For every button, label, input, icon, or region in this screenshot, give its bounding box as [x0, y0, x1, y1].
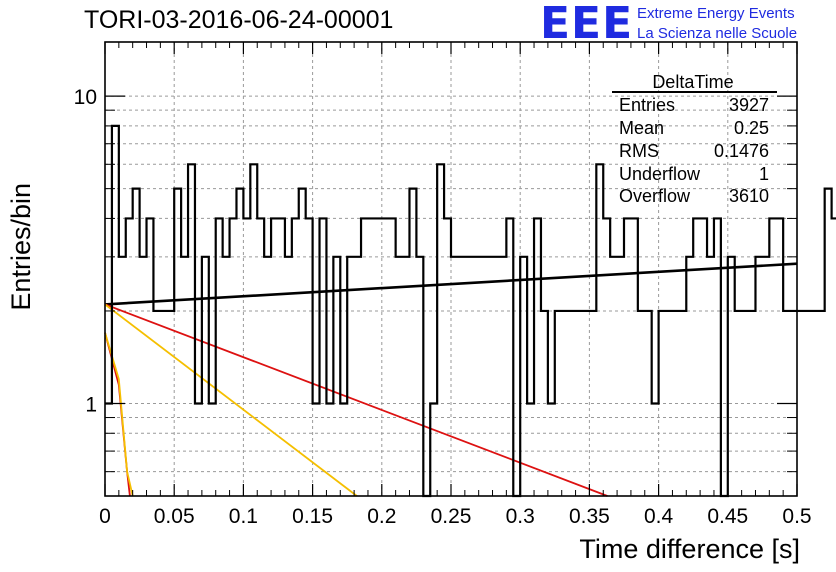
- x-tick-label: 0.4: [644, 505, 674, 528]
- x-tick-label: 0.45: [707, 505, 748, 528]
- x-tick-label: 0.2: [367, 505, 396, 528]
- x-tick-label: 0.25: [431, 505, 472, 528]
- stats-value-mean: 0.25: [734, 118, 769, 138]
- histogram-line: [105, 124, 836, 498]
- x-tick-label: 0.15: [292, 505, 333, 528]
- y-tick-labels: 1 10: [74, 86, 97, 416]
- x-tick-label: 0.05: [154, 505, 195, 528]
- eee-logo-letters: EEE: [540, 0, 634, 49]
- logo-subtitle-line2: La Scienza nelle Scuole: [637, 25, 798, 42]
- y-tick-label: 10: [74, 86, 97, 109]
- x-tick-label: 0.35: [569, 505, 610, 528]
- x-tick-labels: 0 0.05 0.1 0.15 0.2 0.25 0.3 0.35 0.4 0.45 0.5: [99, 505, 811, 528]
- stats-label-overflow: Overflow: [619, 186, 691, 206]
- y-tick-label: 1: [85, 393, 97, 416]
- fit-curve-1: [104, 262, 798, 306]
- stats-label-rms: RMS: [619, 141, 659, 161]
- x-tick-label: 0: [99, 505, 111, 528]
- chart-title: TORI-03-2016-06-24-00001: [84, 6, 394, 34]
- stats-label-entries: Entries: [619, 95, 675, 115]
- stats-label-underflow: Underflow: [619, 164, 701, 184]
- stats-label-mean: Mean: [619, 118, 664, 138]
- x-tick-label: 0.5: [782, 505, 811, 528]
- stats-value-rms: 0.1476: [714, 141, 769, 161]
- x-axis-label: Time difference [s]: [579, 534, 800, 564]
- stats-box-name: DeltaTime: [652, 72, 733, 92]
- stats-value-overflow: 3610: [729, 186, 769, 206]
- stats-value-entries: 3927: [729, 95, 769, 115]
- fit-curve-3: [104, 303, 358, 497]
- fit-curve-2: [104, 303, 608, 497]
- y-axis-label: Entries/bin: [6, 183, 36, 311]
- axis-ticks: [104, 42, 798, 496]
- logo-subtitle-line1: Extreme Energy Events: [637, 5, 795, 22]
- stats-box: DeltaTime Entries 3927 Mean 0.25 RMS 0.1…: [612, 72, 777, 206]
- stats-value-underflow: 1: [759, 164, 769, 184]
- x-tick-label: 0.1: [229, 505, 258, 528]
- x-tick-label: 0.3: [506, 505, 535, 528]
